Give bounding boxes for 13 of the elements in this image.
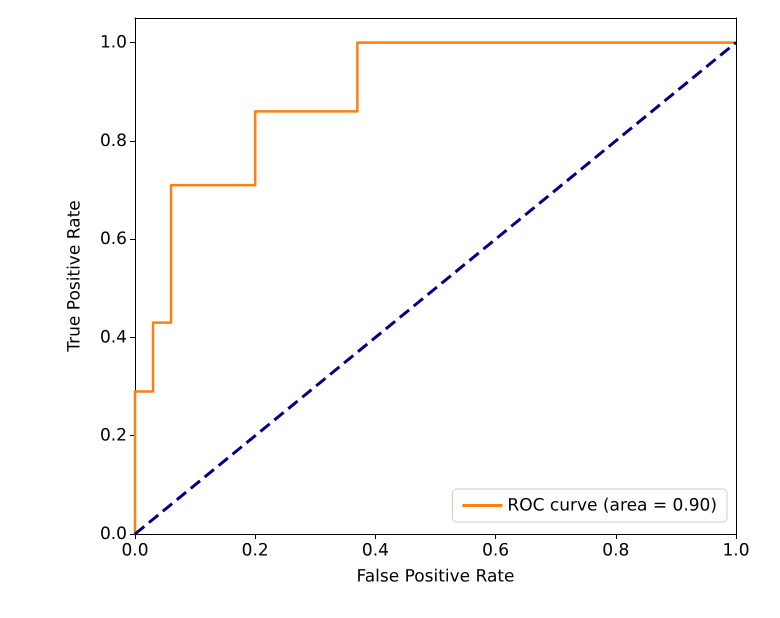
y-tick-label: 0.6 [100, 229, 127, 250]
x-tick-label: 0.6 [482, 540, 510, 560]
x-tick-label: 0.2 [242, 540, 269, 560]
x-tick-label: 1.0 [722, 540, 750, 560]
y-tick-label: 0.2 [100, 426, 127, 446]
y-tick-label: 0.8 [100, 130, 127, 151]
y-tick-label: 0.4 [100, 327, 127, 348]
y-tick-label: 1.0 [100, 32, 127, 53]
legend-label: ROC curve (area = 0.90) [507, 496, 717, 516]
x-tick-label: 0.8 [602, 540, 630, 560]
x-axis-title: False Positive Rate [356, 566, 514, 586]
y-axis-title: True Positive Rate [64, 200, 84, 353]
x-tick-label: 0.4 [362, 540, 389, 560]
